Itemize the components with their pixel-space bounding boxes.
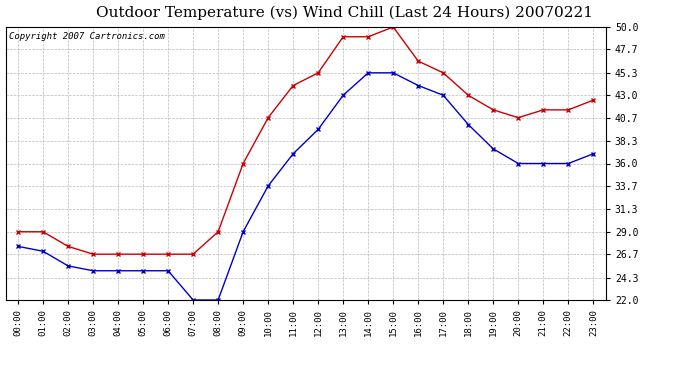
Text: Outdoor Temperature (vs) Wind Chill (Last 24 Hours) 20070221: Outdoor Temperature (vs) Wind Chill (Las… [97, 6, 593, 20]
Text: Copyright 2007 Cartronics.com: Copyright 2007 Cartronics.com [8, 33, 164, 42]
